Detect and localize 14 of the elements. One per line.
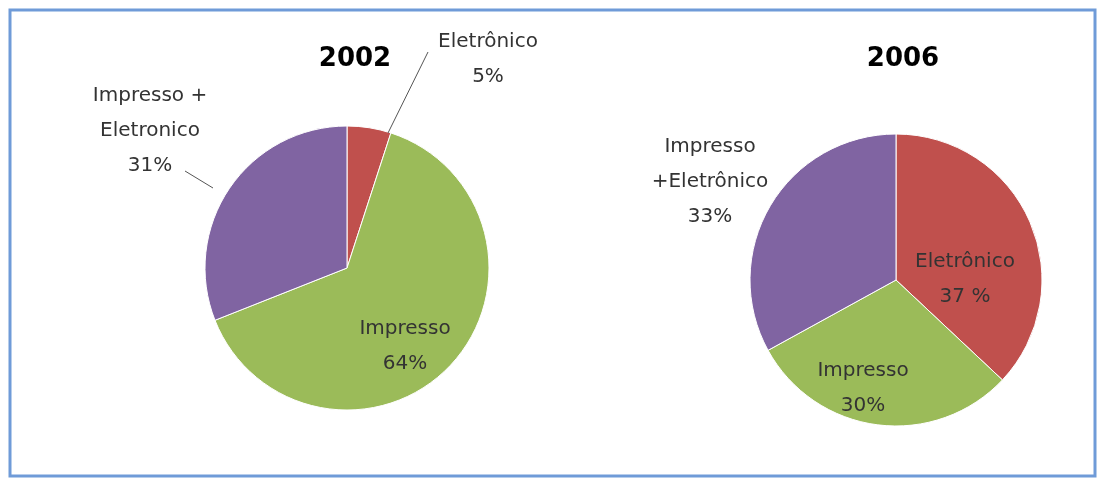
data-label: 30% <box>840 391 886 416</box>
data-label: 31% <box>127 151 173 176</box>
data-label: 64% <box>382 349 428 374</box>
slice-label: Impresso +Eletrônico <box>651 132 769 192</box>
data-label: 33% <box>687 202 733 227</box>
slice-label: Eletrônico <box>438 27 538 52</box>
data-label: 37 % <box>939 282 991 307</box>
slice-label: Impresso + Eletronico <box>92 81 208 141</box>
chart-title: 2006 <box>866 41 940 72</box>
slice-label: Eletrônico <box>915 247 1015 272</box>
data-label: 5% <box>472 62 504 87</box>
chart-title: 2002 <box>318 41 392 72</box>
slice-label: Impresso <box>817 356 909 381</box>
slice-label: Impresso <box>359 314 451 339</box>
